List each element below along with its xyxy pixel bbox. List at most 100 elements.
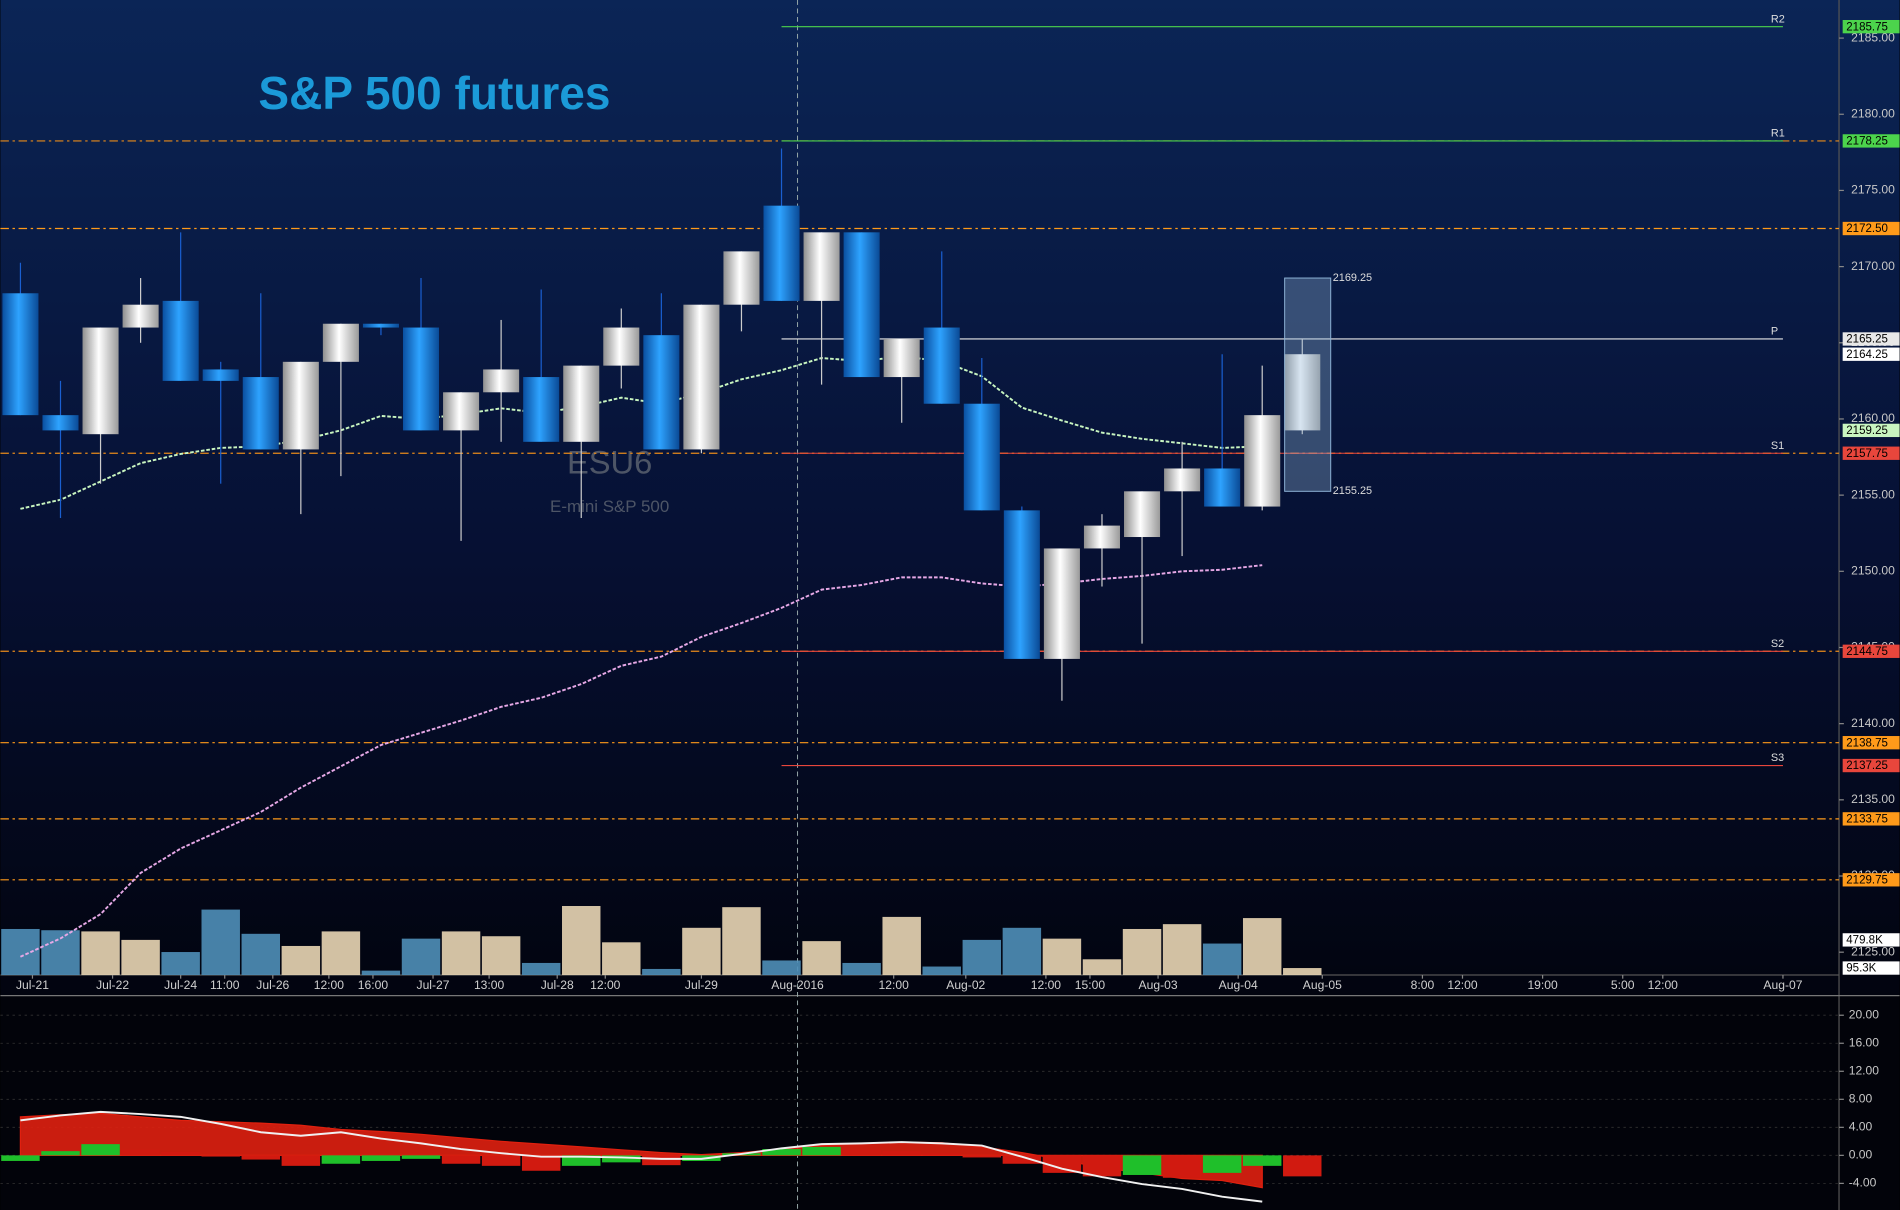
- histogram-bar: [842, 1149, 881, 1156]
- projection-high-label: 2169.25: [1333, 272, 1372, 284]
- y-tick-label: 0.00: [1849, 1148, 1873, 1162]
- volume-bar: [121, 939, 160, 976]
- x-tick-label: Jul-27: [417, 978, 450, 992]
- histogram-bar: [1283, 1155, 1322, 1177]
- x-tick-label: 12:00: [879, 978, 910, 992]
- histogram-bar: [441, 1155, 481, 1164]
- x-tick-label: 12:00: [590, 978, 621, 992]
- histogram-bar: [281, 1155, 321, 1166]
- histogram-bar: [922, 1153, 961, 1156]
- volume-bar: [361, 970, 401, 976]
- candle-body: [683, 304, 720, 450]
- volume-bar: [882, 916, 921, 976]
- y-tick-label: 2160.00: [1851, 411, 1895, 425]
- volume-bar: [762, 960, 801, 976]
- projection-box: [1284, 277, 1332, 492]
- indicator-panel-bg: [0, 995, 1900, 1210]
- price-flag: [1842, 19, 1900, 34]
- histogram-bar: [1082, 1155, 1122, 1177]
- histogram-bar: [481, 1155, 521, 1166]
- signal-line: [20, 1110, 1263, 1203]
- price-flag: [1842, 221, 1900, 236]
- y-tick-label: 2180.00: [1851, 106, 1895, 120]
- price-flag: [1842, 423, 1900, 438]
- volume-bar: [922, 966, 961, 976]
- price-flag: [1842, 332, 1900, 346]
- y-tick-label: 2150.00: [1851, 564, 1895, 578]
- candle-body: [1003, 510, 1040, 659]
- price-flag-label: 95.3K: [1846, 963, 1876, 975]
- histogram-bar: [1042, 1155, 1082, 1173]
- volume-bar: [842, 962, 881, 976]
- volume-bar: [562, 905, 601, 976]
- x-tick-label: 5:00: [1611, 978, 1635, 992]
- candle-body: [923, 327, 960, 404]
- y-tick-label: 2185.00: [1851, 30, 1895, 44]
- pivot-name: P: [1771, 326, 1778, 338]
- histogram-bar: [121, 1149, 160, 1156]
- price-flag-label: 2133.75: [1846, 814, 1888, 826]
- candle-body: [362, 323, 399, 328]
- volume-bar: [241, 933, 281, 976]
- candle-body: [82, 327, 119, 435]
- y-tick-label: 2135.00: [1851, 792, 1895, 806]
- candle-body: [443, 392, 480, 431]
- price-flag: [1842, 446, 1900, 460]
- price-panel-bg: [0, 0, 1900, 996]
- pivot-name: R2: [1771, 13, 1785, 25]
- price-flag-label: 2138.75: [1846, 737, 1888, 749]
- histogram-bar: [161, 1151, 200, 1156]
- y-tick-label: 12.00: [1849, 1063, 1880, 1077]
- price-flag-label: 2172.50: [1846, 223, 1888, 235]
- price-flag: [1842, 644, 1900, 658]
- histogram-bar: [642, 1155, 681, 1166]
- histogram-bar: [201, 1155, 240, 1157]
- candle-body: [603, 327, 640, 366]
- chart-title: S&P 500 futures: [258, 67, 610, 119]
- x-tick-label: 15:00: [1075, 978, 1106, 992]
- histogram-bar: [882, 1151, 921, 1156]
- volume-bar: [642, 968, 681, 976]
- candle-body: [523, 377, 560, 442]
- histogram-bar: [41, 1151, 80, 1156]
- price-flag: [1842, 873, 1900, 887]
- volume-bar: [201, 909, 240, 976]
- x-tick-label: Jul-22: [96, 978, 129, 992]
- histogram-bar: [802, 1146, 841, 1156]
- y-tick-label: 2125.00: [1851, 944, 1895, 958]
- price-flag: [1842, 736, 1900, 750]
- pivot-name: S3: [1771, 752, 1784, 764]
- histogram-bar: [962, 1155, 1002, 1158]
- candle-body: [1244, 415, 1281, 507]
- price-flag: [1842, 758, 1900, 773]
- candle-body: [803, 232, 840, 301]
- price-flag-label: 2144.75: [1846, 646, 1888, 658]
- histogram-bar: [1162, 1155, 1202, 1178]
- x-tick-label: Aug-05: [1303, 978, 1342, 992]
- candle-body: [883, 338, 920, 378]
- y-tick-label: 2170.00: [1851, 259, 1895, 273]
- volume-bar: [1082, 959, 1122, 976]
- x-tick-label: Jul-21: [16, 978, 49, 992]
- candle-body: [202, 369, 239, 381]
- price-flag-label: 2185.75: [1846, 21, 1888, 33]
- histogram-bar: [81, 1144, 120, 1156]
- price-flag: [1842, 933, 1900, 947]
- histogram-bar: [762, 1149, 801, 1156]
- volume-bar: [962, 939, 1002, 976]
- histogram-bar: [1002, 1155, 1042, 1164]
- x-tick-label: Aug-2016: [771, 978, 824, 992]
- x-tick-label: 13:00: [474, 978, 505, 992]
- x-tick-label: 12:00: [314, 978, 345, 992]
- volume-bar: [1283, 968, 1322, 976]
- volume-bar: [1162, 924, 1202, 976]
- watermark-subtitle: E-mini S&P 500: [550, 497, 669, 516]
- pivot-name: R1: [1771, 128, 1785, 140]
- volume-bar: [1042, 938, 1082, 976]
- volume-bar: [1242, 918, 1282, 976]
- volume-bar: [602, 942, 641, 976]
- histogram-bar: [1, 1155, 40, 1161]
- y-tick-label: 16.00: [1849, 1035, 1880, 1049]
- candle-body: [1124, 491, 1161, 538]
